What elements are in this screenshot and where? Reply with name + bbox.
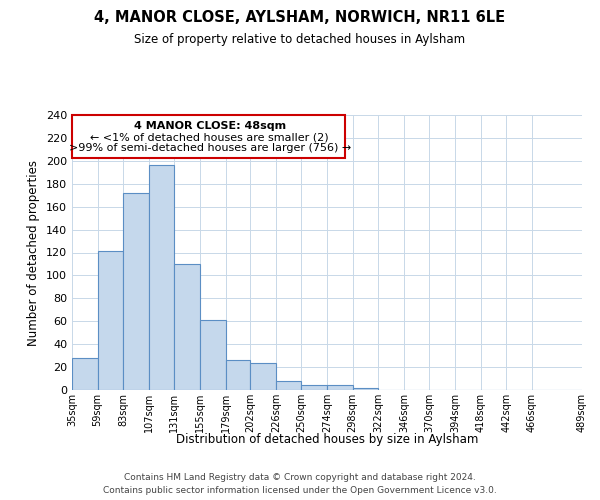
FancyBboxPatch shape [72, 115, 345, 158]
Text: Distribution of detached houses by size in Aylsham: Distribution of detached houses by size … [176, 432, 478, 446]
Bar [98, 252, 123, 390]
Bar [200, 320, 226, 390]
Text: Contains public sector information licensed under the Open Government Licence v3: Contains public sector information licen… [103, 486, 497, 495]
Bar [327, 386, 353, 390]
Text: 4 MANOR CLOSE: 48sqm: 4 MANOR CLOSE: 48sqm [134, 121, 286, 131]
Text: Contains HM Land Registry data © Crown copyright and database right 2024.: Contains HM Land Registry data © Crown c… [124, 472, 476, 482]
Bar [226, 360, 250, 390]
Bar [353, 388, 378, 390]
Text: 4, MANOR CLOSE, AYLSHAM, NORWICH, NR11 6LE: 4, MANOR CLOSE, AYLSHAM, NORWICH, NR11 6… [94, 10, 506, 25]
Bar [123, 193, 149, 390]
Bar [175, 264, 200, 390]
Bar [250, 362, 276, 390]
Bar [149, 166, 175, 390]
Text: Size of property relative to detached houses in Aylsham: Size of property relative to detached ho… [134, 32, 466, 46]
Text: >99% of semi-detached houses are larger (756) →: >99% of semi-detached houses are larger … [68, 143, 351, 153]
Bar [301, 386, 327, 390]
Bar [72, 358, 98, 390]
Y-axis label: Number of detached properties: Number of detached properties [28, 160, 40, 346]
Bar [276, 381, 301, 390]
Text: ← <1% of detached houses are smaller (2): ← <1% of detached houses are smaller (2) [91, 132, 329, 142]
